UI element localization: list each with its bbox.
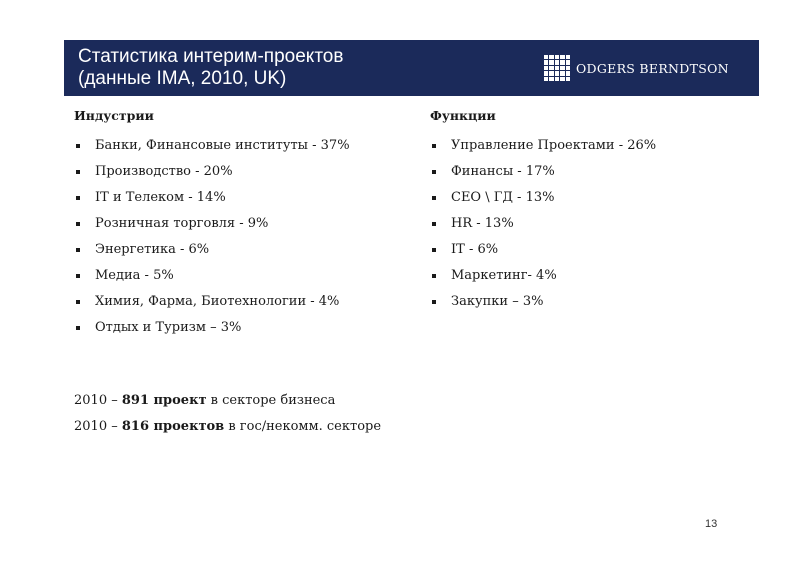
bullet-icon (432, 196, 436, 200)
bullet-icon (432, 300, 436, 304)
company-logo: ODGERS BERNDTSON (544, 54, 729, 82)
list-item: CEO \ ГД - 13% (430, 185, 750, 211)
industries-heading: Индустрии (74, 108, 154, 123)
industries-column: Индустрии Банки, Финансовые институты - … (74, 108, 394, 341)
bullet-icon (76, 170, 80, 174)
bullet-icon (76, 222, 80, 226)
functions-list: Управление Проектами - 26% Финансы - 17%… (430, 133, 750, 315)
list-item: Производство - 20% (74, 159, 394, 185)
bullet-icon (76, 326, 80, 330)
bullet-icon (76, 196, 80, 200)
bullet-icon (432, 248, 436, 252)
functions-heading: Функции (430, 108, 496, 123)
list-item-label: Медиа - 5% (95, 268, 174, 283)
list-item: Химия, Фарма, Биотехнологии - 4% (74, 289, 394, 315)
list-item-label: CEO \ ГД - 13% (451, 190, 555, 205)
list-item-label: Энергетика - 6% (95, 242, 210, 257)
list-item: Закупки – 3% (430, 289, 750, 315)
list-item-label: IT - 6% (451, 242, 499, 257)
list-item-label: IT и Телеком - 14% (95, 190, 226, 205)
public-sector-stat: 2010 – 816 проектов в гос/некомм. сектор… (74, 414, 474, 440)
list-item: Маркетинг- 4% (430, 263, 750, 289)
functions-column: Функции Управление Проектами - 26% Финан… (430, 108, 750, 315)
list-item: Отдых и Туризм – 3% (74, 315, 394, 341)
header-bar: Статистика интерим-проектов (данные IMA,… (64, 40, 759, 96)
list-item-label: Химия, Фарма, Биотехнологии - 4% (95, 294, 340, 309)
business-sector-stat: 2010 – 891 проект в секторе бизнеса (74, 388, 474, 414)
bullet-icon (432, 144, 436, 148)
slide-title: Статистика интерим-проектов (данные IMA,… (78, 46, 343, 90)
title-line-1: Статистика интерим-проектов (78, 46, 344, 67)
stat-count: 891 проект (121, 393, 207, 408)
list-item: Энергетика - 6% (74, 237, 394, 263)
list-item: IT - 6% (430, 237, 750, 263)
stat-prefix: 2010 – (74, 419, 122, 434)
list-item-label: Производство - 20% (95, 164, 233, 179)
stat-suffix: в секторе бизнеса (206, 393, 336, 408)
list-item-label: Управление Проектами - 26% (451, 138, 657, 153)
list-item-label: Закупки – 3% (451, 294, 544, 309)
list-item-label: Отдых и Туризм – 3% (95, 320, 242, 335)
list-item: IT и Телеком - 14% (74, 185, 394, 211)
list-item: HR - 13% (430, 211, 750, 237)
bullet-icon (76, 274, 80, 278)
list-item: Управление Проектами - 26% (430, 133, 750, 159)
list-item: Финансы - 17% (430, 159, 750, 185)
bullet-icon (432, 274, 436, 278)
page-number: 13 (705, 518, 718, 530)
title-line-2: (данные IMA, 2010, UK) (78, 68, 287, 89)
stat-count: 816 проектов (121, 419, 225, 434)
bullet-icon (76, 300, 80, 304)
list-item-label: Финансы - 17% (451, 164, 555, 179)
logo-grid-icon (544, 55, 570, 81)
bullet-icon (76, 144, 80, 148)
list-item: Банки, Финансовые институты - 37% (74, 133, 394, 159)
bullet-icon (76, 248, 80, 252)
industries-list: Банки, Финансовые институты - 37% Произв… (74, 133, 394, 341)
project-stats: 2010 – 891 проект в секторе бизнеса 2010… (74, 388, 474, 440)
stat-suffix: в гос/некомм. секторе (224, 419, 382, 434)
list-item-label: Банки, Финансовые институты - 37% (95, 138, 350, 153)
list-item: Розничная торговля - 9% (74, 211, 394, 237)
logo-text: ODGERS BERNDTSON (576, 60, 729, 76)
stat-prefix: 2010 – (74, 393, 122, 408)
list-item-label: Маркетинг- 4% (451, 268, 557, 283)
bullet-icon (432, 222, 436, 226)
list-item-label: HR - 13% (451, 216, 514, 231)
list-item: Медиа - 5% (74, 263, 394, 289)
bullet-icon (432, 170, 436, 174)
list-item-label: Розничная торговля - 9% (95, 216, 269, 231)
